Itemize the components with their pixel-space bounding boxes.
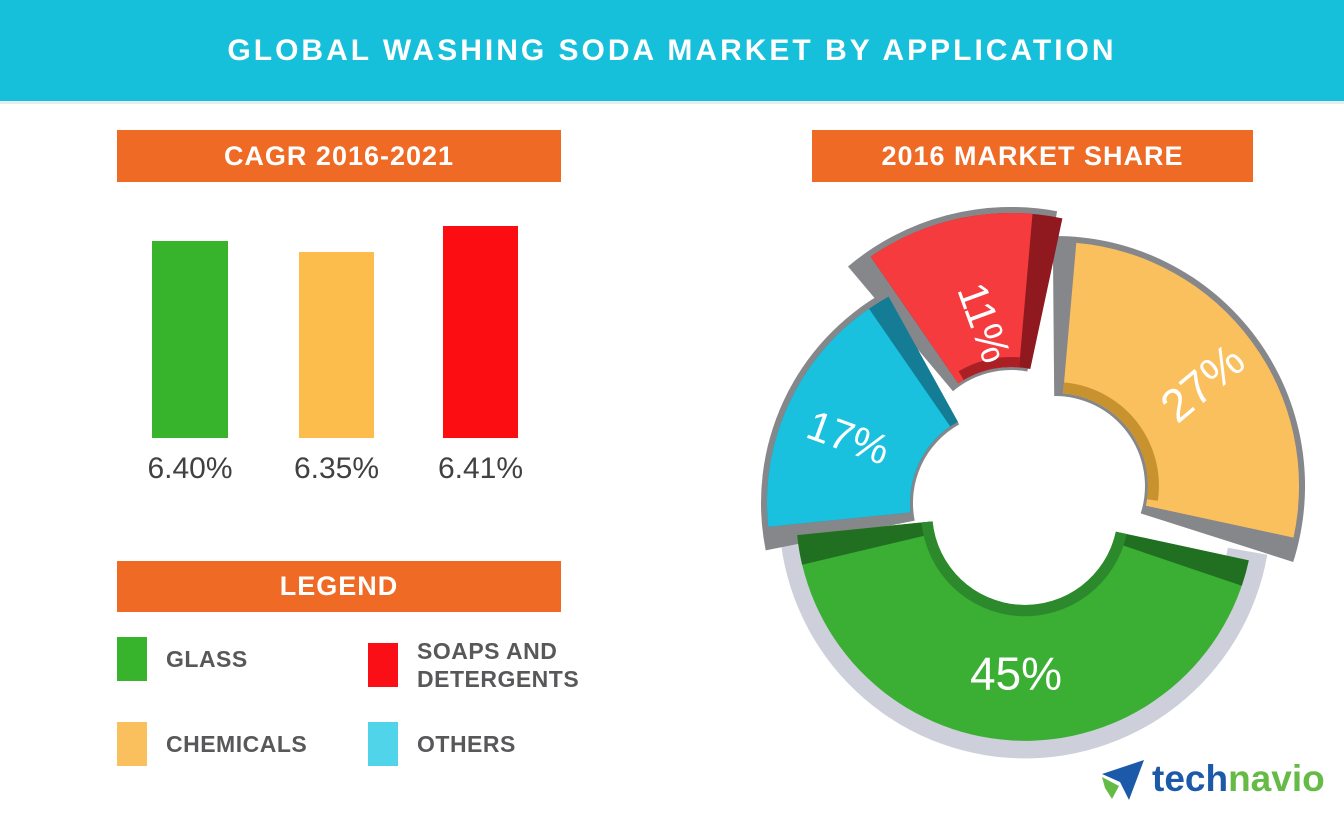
market-share-pie-chart: 27% 45% 17% 11% [745, 175, 1315, 795]
pie-slice-label-glass: 45% [970, 648, 1062, 700]
pie-slice-glass-innerband [921, 521, 1127, 617]
legend-item-label: CHEMICALS [166, 731, 308, 757]
banner-divider [0, 101, 1344, 104]
pie-slice-soaps-innerband [958, 357, 1020, 380]
market-share-section-header: 2016 MARKET SHARE [812, 130, 1253, 182]
logo-text: technavio [1152, 758, 1325, 800]
legend-item-chemicals: CHEMICALS [117, 722, 341, 766]
pie-slice-others [766, 308, 951, 527]
cagr-title: CAGR 2016-2021 [223, 140, 455, 171]
legend-item-label: SOAPS AND DETERGENTS [417, 638, 580, 692]
logo-text-tech: tech [1152, 758, 1229, 799]
technavio-logo: technavio [1098, 755, 1325, 803]
pie-slice-glass [797, 521, 1249, 741]
legend-swatch [117, 722, 147, 766]
legend-section-header: LEGEND [117, 561, 561, 612]
cagr-bar-chemicals [299, 252, 374, 438]
legend-swatch [368, 722, 398, 766]
page-title: GLOBAL WASHING SODA MARKET BY APPLICATIO… [227, 33, 1117, 67]
logo-plane-icon [1102, 760, 1144, 800]
legend-item-others: OTHERS [368, 722, 592, 766]
pie-slice-chemicals-innerband [1063, 382, 1159, 501]
pie-svg: 27%45%17%11% [761, 206, 1306, 759]
cagr-section-header: CAGR 2016-2021 [117, 130, 561, 182]
cagr-bar-value-label: 6.35% [293, 452, 380, 485]
cagr-bar-soaps-and-detergents [443, 226, 518, 438]
legend-item-soaps-and-detergents: SOAPS AND DETERGENTS [368, 637, 592, 693]
cagr-bar-value-label: 6.41% [437, 452, 524, 485]
pie-slice-soaps [870, 212, 1033, 384]
legend-item-glass: GLASS [117, 637, 341, 681]
market-share-title: 2016 MARKET SHARE [881, 140, 1184, 171]
legend-swatch [368, 643, 398, 687]
pie-slice-glass-shade [797, 521, 935, 565]
legend-swatch [117, 637, 147, 681]
cagr-bar-value-label: 6.40% [147, 452, 233, 485]
pie-slice-chemicals [1063, 242, 1300, 538]
legend-item-label: OTHERS [417, 731, 516, 757]
legend-title: LEGEND [279, 571, 399, 601]
cagr-bar-glass [152, 241, 228, 438]
legend-item-label: GLASS [166, 646, 248, 672]
logo-text-navio: navio [1228, 758, 1325, 799]
title-banner: GLOBAL WASHING SODA MARKET BY APPLICATIO… [0, 0, 1344, 101]
pie-slice-glass-shade [1113, 531, 1249, 586]
